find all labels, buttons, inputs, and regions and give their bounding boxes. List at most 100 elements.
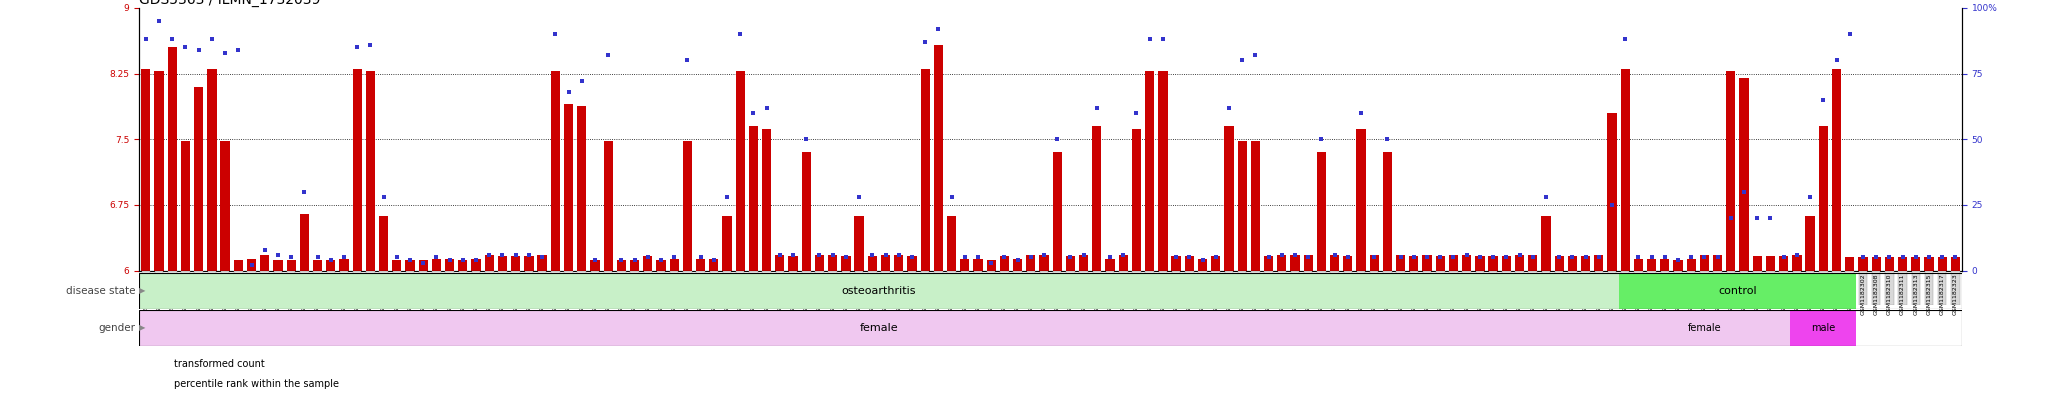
Text: GSM1182198: GSM1182198 — [301, 273, 307, 314]
Bar — [1765, 271, 1776, 305]
Bar — [1462, 255, 1470, 271]
Bar — [1554, 271, 1563, 305]
Text: GSM1182223: GSM1182223 — [633, 273, 637, 315]
Bar — [1501, 256, 1511, 271]
Bar — [1356, 271, 1366, 305]
Point — [895, 254, 928, 261]
Bar — [1765, 256, 1776, 271]
Text: GSM1182232: GSM1182232 — [752, 273, 756, 315]
Bar — [1251, 271, 1260, 305]
Bar — [485, 255, 494, 271]
Point — [262, 252, 295, 258]
Bar — [1237, 271, 1247, 305]
Bar — [352, 69, 362, 271]
Bar — [1171, 271, 1180, 305]
Bar — [1780, 256, 1788, 271]
Bar — [842, 256, 850, 271]
Point — [1595, 202, 1628, 208]
Bar — [1225, 126, 1233, 271]
Point — [170, 44, 203, 50]
Bar — [1712, 255, 1722, 271]
Point — [526, 254, 559, 261]
Bar — [524, 256, 535, 271]
Bar — [1741, 271, 1749, 305]
Point — [553, 89, 586, 95]
Text: GSM1182252: GSM1182252 — [1016, 273, 1020, 315]
Bar — [1370, 271, 1378, 305]
Bar — [1356, 129, 1366, 271]
Point — [1939, 254, 1972, 261]
Bar — [723, 271, 731, 305]
Bar — [643, 256, 653, 271]
Text: GSM1182320: GSM1182320 — [1794, 273, 1800, 315]
Bar — [393, 271, 401, 305]
Point — [1346, 110, 1378, 116]
Bar — [801, 152, 811, 271]
Bar — [1053, 152, 1061, 271]
Text: GSM1182302: GSM1182302 — [1860, 273, 1866, 315]
Bar — [1382, 152, 1393, 271]
Point — [750, 105, 782, 111]
Text: GSM1182216: GSM1182216 — [539, 273, 545, 314]
Text: GSM1182229: GSM1182229 — [711, 273, 717, 315]
Text: percentile rank within the sample: percentile rank within the sample — [174, 379, 340, 389]
Bar — [539, 271, 547, 305]
Bar — [287, 260, 295, 271]
Point — [1649, 254, 1681, 261]
Point — [963, 254, 995, 261]
Bar — [1264, 256, 1274, 271]
Point — [221, 47, 254, 53]
Point — [1067, 252, 1100, 258]
Point — [1898, 254, 1931, 261]
Text: GSM1182218: GSM1182218 — [565, 273, 571, 314]
Text: GSM1182284: GSM1182284 — [1438, 273, 1442, 315]
Bar — [881, 255, 891, 271]
Bar — [1159, 71, 1167, 271]
Bar — [1581, 256, 1589, 271]
Bar — [1014, 259, 1022, 271]
Bar — [961, 259, 969, 271]
Bar — [1278, 271, 1286, 305]
Point — [684, 254, 717, 261]
Bar — [418, 260, 428, 271]
Text: GSM1182203: GSM1182203 — [369, 273, 373, 315]
Text: disease state: disease state — [66, 286, 135, 296]
Point — [1227, 57, 1260, 64]
Point — [856, 252, 889, 258]
Bar — [168, 47, 176, 271]
Bar — [1661, 259, 1669, 271]
Text: GSM1182324: GSM1182324 — [1835, 273, 1839, 315]
Text: GSM1182292: GSM1182292 — [1544, 273, 1548, 315]
Text: GSM1182254: GSM1182254 — [1042, 273, 1047, 315]
Bar — [670, 271, 678, 305]
Bar — [815, 271, 823, 305]
Text: GSM1182245: GSM1182245 — [924, 273, 928, 315]
Point — [1780, 252, 1812, 258]
Text: GSM1182291: GSM1182291 — [1530, 273, 1536, 315]
Bar — [551, 71, 559, 271]
Bar — [524, 271, 532, 305]
Point — [604, 257, 637, 263]
Bar — [498, 271, 506, 305]
Point — [672, 57, 705, 64]
Point — [936, 194, 969, 200]
Bar — [1528, 255, 1538, 271]
Bar — [1251, 141, 1260, 271]
Bar — [1409, 256, 1419, 271]
Bar — [895, 271, 903, 305]
Text: GSM1182299: GSM1182299 — [1610, 273, 1614, 315]
Bar — [1450, 271, 1458, 305]
Text: GSM1182242: GSM1182242 — [883, 273, 889, 315]
Bar — [1753, 271, 1761, 305]
Bar — [1198, 259, 1206, 271]
Point — [1278, 252, 1311, 258]
Point — [922, 26, 954, 32]
Text: GSM1182230: GSM1182230 — [725, 273, 729, 315]
Bar — [1700, 271, 1708, 305]
Point — [764, 252, 797, 258]
Point — [381, 254, 414, 261]
Point — [236, 262, 268, 268]
Bar — [827, 255, 838, 271]
Bar — [1608, 113, 1616, 271]
Bar — [180, 271, 190, 305]
